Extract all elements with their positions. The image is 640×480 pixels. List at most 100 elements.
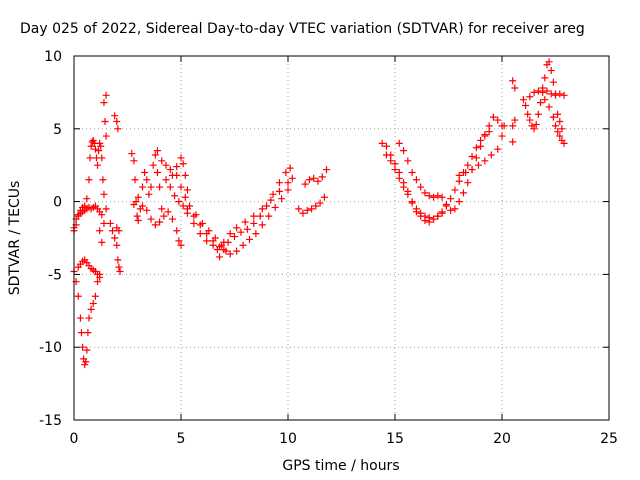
data-point — [134, 217, 142, 225]
data-point — [160, 212, 168, 220]
data-point — [173, 171, 181, 179]
data-point — [166, 183, 174, 191]
data-point — [552, 91, 559, 99]
data-point — [554, 110, 562, 118]
data-point — [143, 176, 151, 184]
data-point — [134, 193, 142, 201]
data-point — [545, 103, 553, 111]
data-point — [308, 205, 316, 213]
data-point — [95, 147, 103, 155]
data-point — [138, 202, 146, 210]
data-point — [183, 205, 191, 213]
data-point — [323, 166, 331, 174]
data-points — [70, 58, 568, 369]
data-point — [175, 198, 183, 206]
data-point — [115, 227, 123, 235]
data-point — [560, 139, 568, 147]
data-point — [382, 151, 390, 159]
data-point — [425, 192, 433, 200]
x-tick-label: 20 — [493, 431, 511, 447]
data-point — [539, 84, 547, 92]
y-tick-label: -15 — [39, 413, 62, 429]
data-point — [96, 273, 104, 281]
data-point — [216, 253, 224, 261]
data-point — [417, 183, 425, 191]
y-tick-label: 5 — [53, 122, 62, 138]
data-point — [209, 237, 217, 245]
data-point — [231, 233, 238, 241]
data-point — [265, 212, 273, 220]
data-point — [267, 196, 275, 204]
data-point — [408, 168, 416, 176]
data-point — [145, 190, 153, 198]
data-point — [549, 78, 557, 86]
data-point — [278, 195, 286, 203]
x-tick-label: 0 — [70, 431, 79, 447]
data-point — [447, 206, 455, 214]
data-point — [252, 230, 260, 238]
data-point — [168, 215, 176, 223]
data-point — [417, 212, 425, 220]
data-point — [82, 358, 90, 366]
data-point — [509, 122, 517, 130]
data-point — [481, 157, 489, 165]
data-point — [100, 190, 108, 198]
data-point — [455, 198, 463, 206]
data-point — [213, 246, 221, 254]
data-point — [412, 208, 420, 216]
data-point — [133, 212, 141, 220]
data-point — [284, 179, 292, 187]
data-point — [226, 230, 234, 238]
data-point — [462, 168, 470, 176]
data-point — [472, 144, 480, 152]
data-point — [100, 99, 108, 107]
data-point — [101, 118, 109, 126]
data-point — [534, 87, 542, 95]
data-point — [430, 215, 438, 223]
data-point — [102, 205, 110, 213]
data-point — [541, 96, 549, 104]
data-point — [378, 139, 386, 147]
data-point — [77, 329, 85, 337]
data-point — [500, 122, 508, 130]
data-point — [312, 202, 320, 210]
data-point — [83, 195, 91, 203]
data-point — [85, 314, 93, 322]
data-point — [100, 219, 108, 227]
data-point — [547, 67, 555, 75]
y-tick-label: -5 — [48, 267, 62, 283]
data-point — [530, 88, 538, 96]
data-point — [74, 292, 82, 300]
data-point — [128, 150, 136, 158]
data-point — [258, 205, 266, 213]
data-point — [511, 84, 519, 92]
data-point — [556, 118, 564, 126]
data-point — [404, 157, 412, 165]
data-point — [395, 139, 403, 147]
x-axis-label: GPS time / hours — [282, 458, 399, 474]
data-point — [468, 166, 476, 174]
data-point — [111, 234, 119, 242]
grid-lines — [74, 56, 609, 420]
data-point — [494, 145, 502, 153]
data-point — [284, 186, 292, 194]
data-point — [97, 142, 105, 150]
data-point — [190, 212, 198, 220]
data-point — [131, 176, 139, 184]
data-point — [530, 125, 538, 133]
data-point — [459, 189, 467, 197]
data-point — [316, 199, 324, 207]
data-point — [524, 110, 532, 118]
data-point — [442, 201, 450, 209]
data-point — [250, 219, 258, 227]
data-point — [314, 177, 322, 185]
data-point — [203, 237, 211, 245]
data-point — [173, 163, 181, 171]
data-point — [237, 228, 245, 236]
data-point — [224, 238, 232, 246]
data-point — [451, 205, 459, 213]
data-point — [522, 102, 530, 110]
data-point — [203, 230, 211, 238]
data-point — [519, 96, 527, 104]
data-point — [99, 176, 107, 184]
